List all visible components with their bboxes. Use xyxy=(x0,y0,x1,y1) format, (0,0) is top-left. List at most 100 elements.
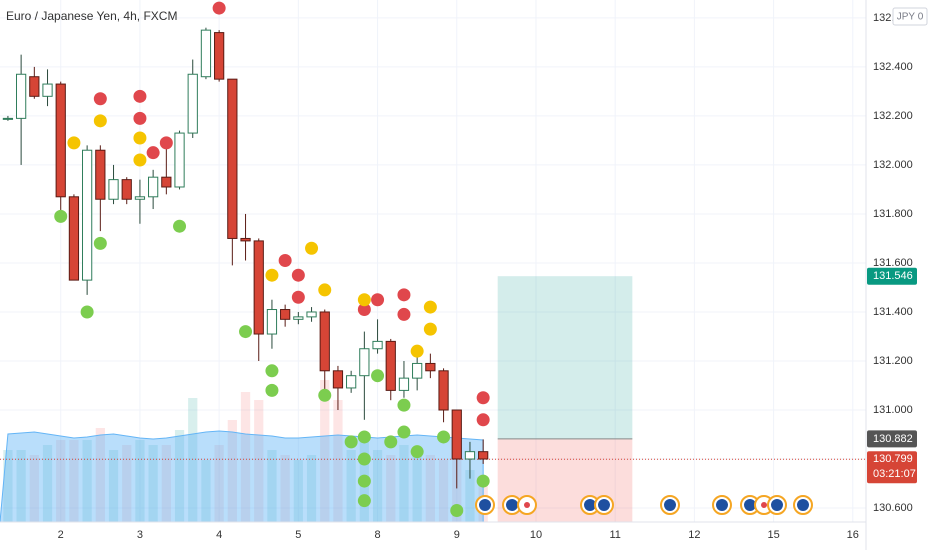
x-tick-label: 10 xyxy=(530,529,542,541)
signal-dot xyxy=(397,307,411,321)
candle-body xyxy=(412,362,423,379)
y-tick-label: 131.000 xyxy=(873,404,913,416)
signal-dot xyxy=(371,369,385,383)
signal-dot xyxy=(93,114,107,128)
signal-dot xyxy=(410,344,424,358)
candle-body xyxy=(253,240,264,335)
x-tick-label: 4 xyxy=(216,529,222,541)
y-tick-label: 132.200 xyxy=(873,110,913,122)
candle-body xyxy=(280,309,291,320)
volume-bar xyxy=(254,400,264,522)
event-icon-inner xyxy=(744,499,756,511)
signal-dot xyxy=(371,293,385,307)
volume-bar xyxy=(267,450,277,522)
candle-body xyxy=(293,316,304,320)
signal-dot xyxy=(357,452,371,466)
candle-body xyxy=(68,196,80,281)
volume-bar xyxy=(425,455,435,522)
signal-dot xyxy=(357,494,371,508)
x-tick-label: 11 xyxy=(609,529,620,541)
signal-dot xyxy=(476,474,490,488)
volume-bar xyxy=(174,430,185,522)
signal-dot xyxy=(397,398,411,412)
volume-bar xyxy=(214,445,224,522)
signal-dot xyxy=(397,288,411,302)
candle-body xyxy=(174,132,185,188)
signal-dot xyxy=(357,303,371,317)
candle-body xyxy=(121,179,132,200)
volume-bar xyxy=(333,400,343,522)
events xyxy=(475,495,813,515)
y-tick-label: 131.200 xyxy=(873,355,913,367)
currency-label[interactable]: JPY 0 xyxy=(897,12,924,23)
volume-bar xyxy=(16,450,26,522)
volume-bar xyxy=(95,428,105,522)
signal-dot xyxy=(318,388,332,402)
x-tick-label: 15 xyxy=(767,529,779,541)
signal-dot xyxy=(384,435,398,449)
last-price-bg xyxy=(867,451,917,484)
candle-body xyxy=(319,311,330,372)
target-zone xyxy=(497,276,633,439)
signal-dot xyxy=(357,474,371,488)
countdown-label: 03:21:07 xyxy=(873,468,916,480)
event-dot xyxy=(761,502,767,508)
volume-bar xyxy=(306,455,317,522)
x-tick-label: 2 xyxy=(58,529,64,541)
signal-dot xyxy=(410,445,424,459)
candle-body xyxy=(16,73,27,119)
signal-dot xyxy=(67,136,81,150)
price-label: 130.882 xyxy=(873,433,913,445)
candle-body xyxy=(214,32,225,80)
candle-body xyxy=(425,362,436,372)
signal-dot xyxy=(133,153,147,167)
candle-body xyxy=(478,451,489,460)
volume-bar xyxy=(386,455,396,522)
volume-bar xyxy=(320,380,330,522)
volume-bar xyxy=(135,440,145,522)
candle-body xyxy=(42,83,53,97)
x-tick-label: 8 xyxy=(374,529,380,541)
x-tick-label: 9 xyxy=(454,529,460,541)
volume-bar xyxy=(161,445,171,522)
candle-body xyxy=(385,340,396,391)
candle-body xyxy=(451,409,462,460)
candle-body xyxy=(200,29,212,78)
signal-dot xyxy=(265,383,279,397)
signal-dot xyxy=(291,268,305,282)
volume-bar xyxy=(465,470,475,522)
x-tick-label: 12 xyxy=(688,529,700,541)
volume-ma-area xyxy=(0,430,484,523)
candle-body xyxy=(161,176,172,188)
signal-dot xyxy=(146,146,160,160)
currency-box[interactable] xyxy=(892,7,928,26)
volume-bar xyxy=(227,420,237,522)
signal-dot xyxy=(423,300,437,314)
signal-dot xyxy=(318,283,332,297)
signal-dot xyxy=(357,430,371,444)
last-price-label: 130.799 xyxy=(873,453,913,465)
y-tick-label: 131.800 xyxy=(873,208,913,220)
x-tick-label: 16 xyxy=(847,529,859,541)
event-icon-inner xyxy=(771,499,783,511)
volume-bar xyxy=(29,455,39,522)
volume-bar xyxy=(346,450,356,522)
y-tick-label: 132.400 xyxy=(873,61,913,73)
candle-body xyxy=(187,73,198,134)
y-tick-label: 131.600 xyxy=(873,257,913,269)
signal-dot xyxy=(133,131,147,145)
event-icon-inner xyxy=(584,499,596,511)
volume-bar xyxy=(108,450,119,522)
candle-body xyxy=(240,237,251,242)
candle-body xyxy=(332,370,344,389)
event-icon-inner xyxy=(716,499,728,511)
volume-bar xyxy=(82,440,92,522)
volume-bar xyxy=(372,450,383,522)
candle-body xyxy=(2,117,14,120)
candle-body xyxy=(108,179,119,200)
signal-dot xyxy=(159,136,173,150)
candle-body xyxy=(398,377,410,391)
volume-bar xyxy=(399,445,409,522)
